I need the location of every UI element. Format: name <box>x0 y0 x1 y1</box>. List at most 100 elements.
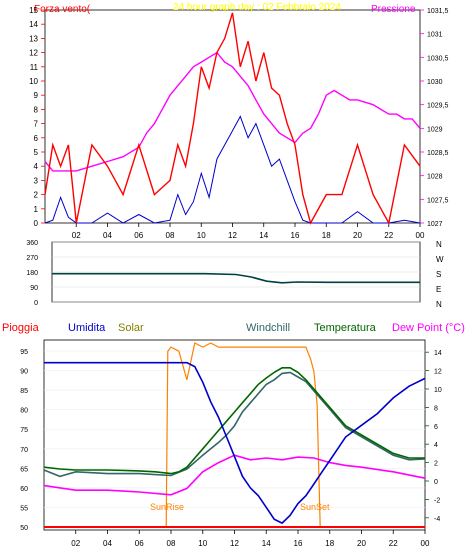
x-axis-tick-label: 00 <box>421 539 430 548</box>
solar-series-line <box>44 342 425 528</box>
humidity-axis-tick-label: 85 <box>20 388 28 395</box>
temperature-axis-tick-label: 0 <box>434 479 438 486</box>
wind-direction-line <box>52 272 420 284</box>
humidity-axis-tick-label: 95 <box>20 349 28 356</box>
pressure-axis-tick-label: 1029,5 <box>427 103 449 110</box>
pressure-axis-tick-label: 1028 <box>427 174 443 181</box>
humidity-series-line <box>44 361 426 525</box>
x-axis-tick-label: 20 <box>357 539 366 548</box>
humidity-axis-tick-label: 50 <box>20 525 28 532</box>
x-axis-tick-label: 12 <box>230 539 239 548</box>
humidity-axis-tick-label: 70 <box>20 447 28 454</box>
pressure-axis-tick-label: 1027,5 <box>427 197 449 204</box>
legend-label: Temperatura <box>314 322 377 334</box>
x-axis-tick-label: 02 <box>71 539 80 548</box>
x-axis-tick-label: 08 <box>166 231 175 240</box>
legend-label: Windchill <box>246 322 290 334</box>
temperature-axis-tick-label: 6 <box>434 424 438 431</box>
pressure-axis-tick-label: 1029 <box>427 126 443 133</box>
legend-label: Dew Point (°C) <box>392 322 465 334</box>
wind-axis-tick-label: 9 <box>34 91 39 100</box>
wind-axis-tick-label: 11 <box>30 63 39 72</box>
wind-axis-tick-label: 2 <box>34 191 39 200</box>
x-axis-tick-label: 12 <box>228 231 237 240</box>
humidity-axis-tick-label: 60 <box>20 486 28 493</box>
windchill-series-line <box>43 371 426 478</box>
legend-label: Solar <box>118 322 144 334</box>
chart-title: 24 hour graph day : 02 Febbraio 2024 <box>173 2 341 13</box>
pressure-axis-tick-label: 1027 <box>427 221 443 228</box>
compass-direction-label: S <box>436 270 441 279</box>
humidity-axis-tick-label: 65 <box>20 466 28 473</box>
wind-axis-tick-label: 14 <box>29 20 38 29</box>
wind-axis-tick-label: 8 <box>34 105 39 114</box>
x-axis-tick-label: 18 <box>322 231 331 240</box>
pressure-axis-tick-label: 1031,5 <box>427 8 449 15</box>
x-axis-tick-label: 06 <box>135 539 144 548</box>
x-axis-tick-label: 22 <box>384 231 393 240</box>
wind-axis-tick-label: 6 <box>34 134 39 143</box>
compass-direction-label: W <box>436 255 444 264</box>
x-axis-tick-label: 02 <box>72 231 81 240</box>
x-axis-tick-label: 14 <box>259 231 268 240</box>
x-axis-tick-label: 18 <box>325 539 334 548</box>
compass-direction-label: E <box>436 285 441 294</box>
sunset-label: SunSet <box>300 502 330 512</box>
wind-axis-title: Forza vento( <box>34 4 91 15</box>
temperature-axis-tick-label: 4 <box>434 442 438 449</box>
wind-series-line <box>44 12 421 226</box>
temperature-axis-tick-label: 14 <box>434 350 442 357</box>
x-axis-tick-label: 00 <box>416 231 425 240</box>
x-axis-tick-label: 10 <box>198 539 207 548</box>
pressure-axis-tick-label: 1030,5 <box>427 55 449 62</box>
x-axis-tick-label: 08 <box>167 539 176 548</box>
humidity-axis-tick-label: 55 <box>20 505 28 512</box>
x-axis-tick-label: 20 <box>353 231 362 240</box>
pressure-series-line <box>44 51 421 172</box>
x-axis-tick-label: 22 <box>389 539 398 548</box>
wind-axis-tick-label: 15 <box>29 6 38 15</box>
wind-axis-tick-label: 12 <box>29 49 38 58</box>
temperature-axis-tick-label: 10 <box>434 387 442 394</box>
x-axis-tick-label: 06 <box>134 231 143 240</box>
direction-axis-tick-label: 90 <box>30 285 38 292</box>
x-axis-tick-label: 04 <box>103 231 112 240</box>
pressure-axis-tick-label: 1028,5 <box>427 150 449 157</box>
direction-axis-tick-label: 360 <box>26 240 38 247</box>
gust-series-line <box>44 115 421 224</box>
compass-direction-label: N <box>436 240 442 249</box>
wind-axis-tick-label: 13 <box>29 34 38 43</box>
legend-label: Pioggia <box>2 322 40 334</box>
direction-axis-tick-label: 180 <box>26 270 38 277</box>
wind-axis-tick-label: 0 <box>34 219 39 228</box>
x-axis-tick-label: 04 <box>103 539 112 548</box>
x-axis-tick-label: 16 <box>294 539 303 548</box>
pressure-axis-tick-label: 1030 <box>427 79 443 86</box>
direction-axis-tick-label: 270 <box>26 255 38 262</box>
humidity-axis-tick-label: 75 <box>20 427 28 434</box>
x-axis-tick-label: 14 <box>262 539 271 548</box>
dewpoint-series-line <box>43 454 426 496</box>
temperature-axis-tick-label: 8 <box>434 405 438 412</box>
wind-axis-tick-label: 1 <box>34 205 39 214</box>
temperature-axis-tick-label: -2 <box>434 497 440 504</box>
wind-axis-tick-label: 5 <box>34 148 39 157</box>
humidity-axis-tick-label: 80 <box>20 408 28 415</box>
temperature-series-line <box>43 367 425 475</box>
humidity-axis-tick-label: 90 <box>20 369 28 376</box>
wind-axis-tick-label: 7 <box>34 120 39 129</box>
temperature-axis-tick-label: 2 <box>434 461 438 468</box>
temperature-axis-tick-label: -4 <box>434 516 440 523</box>
x-axis-tick-label: 10 <box>197 231 206 240</box>
pressure-axis-title: Pressione <box>371 4 416 15</box>
sunrise-label: SunRise <box>150 502 184 512</box>
wind-axis-tick-label: 3 <box>34 176 39 185</box>
direction-axis-tick-label: 0 <box>34 300 38 307</box>
legend-label: Umidita <box>68 322 106 334</box>
wind-axis-tick-label: 10 <box>29 77 38 86</box>
x-axis-tick-label: 16 <box>291 231 300 240</box>
temperature-axis-tick-label: 12 <box>434 369 442 376</box>
wind-axis-tick-label: 4 <box>34 162 39 171</box>
